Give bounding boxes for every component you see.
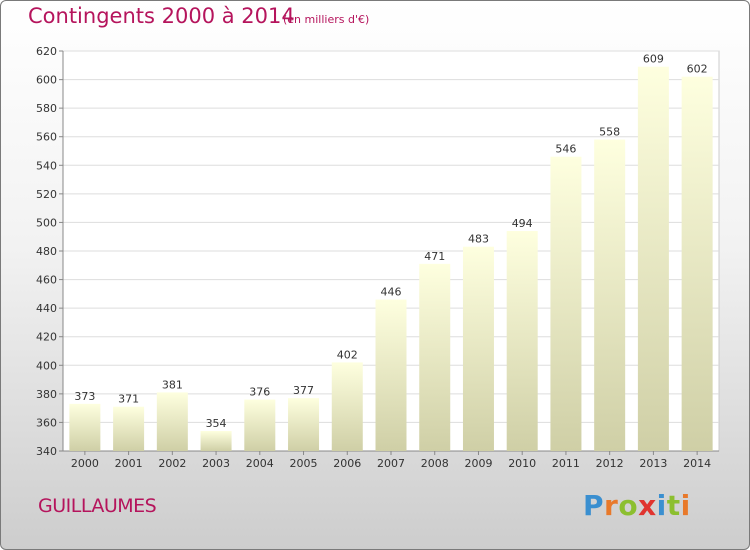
x-tick-label: 2006 (333, 457, 361, 470)
y-tick-label: 500 (36, 216, 57, 229)
logo-letter: x (638, 489, 657, 522)
bar (200, 431, 232, 451)
logo-letter: r (604, 489, 619, 522)
x-tick-label: 2000 (71, 457, 99, 470)
data-label: 371 (118, 393, 139, 406)
commune-name: GUILLAUMES (38, 495, 157, 517)
bar (113, 406, 145, 451)
data-label: 376 (249, 386, 270, 399)
bar (331, 362, 363, 451)
x-tick-label: 2013 (639, 457, 667, 470)
data-label: 381 (162, 378, 183, 391)
y-tick-label: 540 (36, 159, 57, 172)
bar (69, 403, 101, 451)
bar (419, 263, 451, 451)
data-label: 494 (512, 217, 533, 230)
y-tick-label: 400 (36, 359, 57, 372)
y-tick-label: 420 (36, 331, 57, 344)
data-label: 558 (599, 126, 620, 139)
logo-letter: i (680, 489, 691, 522)
bar (637, 66, 669, 451)
y-tick-label: 380 (36, 388, 57, 401)
data-label: 402 (337, 348, 358, 361)
proxiti-logo[interactable]: Proxiti (583, 489, 691, 522)
x-tick-label: 2007 (377, 457, 405, 470)
bar (550, 156, 582, 451)
y-tick-label: 600 (36, 74, 57, 87)
bar (506, 231, 538, 451)
data-label: 354 (206, 417, 227, 430)
y-tick-label: 620 (36, 45, 57, 58)
data-label: 602 (687, 63, 708, 76)
y-tick-label: 340 (36, 445, 57, 458)
logo-letter: P (583, 489, 605, 522)
bar (681, 76, 713, 451)
bar (594, 139, 626, 452)
logo-letter: t (666, 489, 681, 522)
y-tick-label: 480 (36, 245, 57, 258)
y-tick-label: 580 (36, 102, 57, 115)
bar (462, 246, 494, 451)
x-tick-label: 2001 (115, 457, 143, 470)
data-label: 446 (381, 286, 402, 299)
data-label: 483 (468, 233, 489, 246)
x-tick-label: 2009 (464, 457, 492, 470)
y-tick-label: 520 (36, 188, 57, 201)
chart-subtitle: (en milliers d'€) (283, 13, 370, 26)
y-tick-label: 460 (36, 274, 57, 287)
logo-letter: i (656, 489, 667, 522)
y-tick-label: 560 (36, 131, 57, 144)
x-tick-label: 2011 (552, 457, 580, 470)
bar (375, 299, 407, 451)
data-label: 471 (424, 250, 445, 263)
bar (244, 399, 276, 451)
x-tick-label: 2012 (596, 457, 624, 470)
x-tick-label: 2003 (202, 457, 230, 470)
x-tick-label: 2002 (158, 457, 186, 470)
bar (288, 398, 320, 451)
data-label: 377 (293, 384, 314, 397)
data-label: 609 (643, 53, 664, 66)
y-tick-label: 360 (36, 416, 57, 429)
y-tick-label: 440 (36, 302, 57, 315)
logo-letter: o (618, 489, 639, 522)
bar (156, 392, 188, 451)
x-tick-label: 2005 (290, 457, 318, 470)
x-tick-label: 2008 (421, 457, 449, 470)
x-tick-label: 2010 (508, 457, 536, 470)
chart-title: Contingents 2000 à 2014 (28, 4, 295, 28)
x-tick-label: 2004 (246, 457, 274, 470)
data-label: 546 (555, 143, 576, 156)
x-tick-label: 2014 (683, 457, 711, 470)
data-label: 373 (74, 390, 95, 403)
